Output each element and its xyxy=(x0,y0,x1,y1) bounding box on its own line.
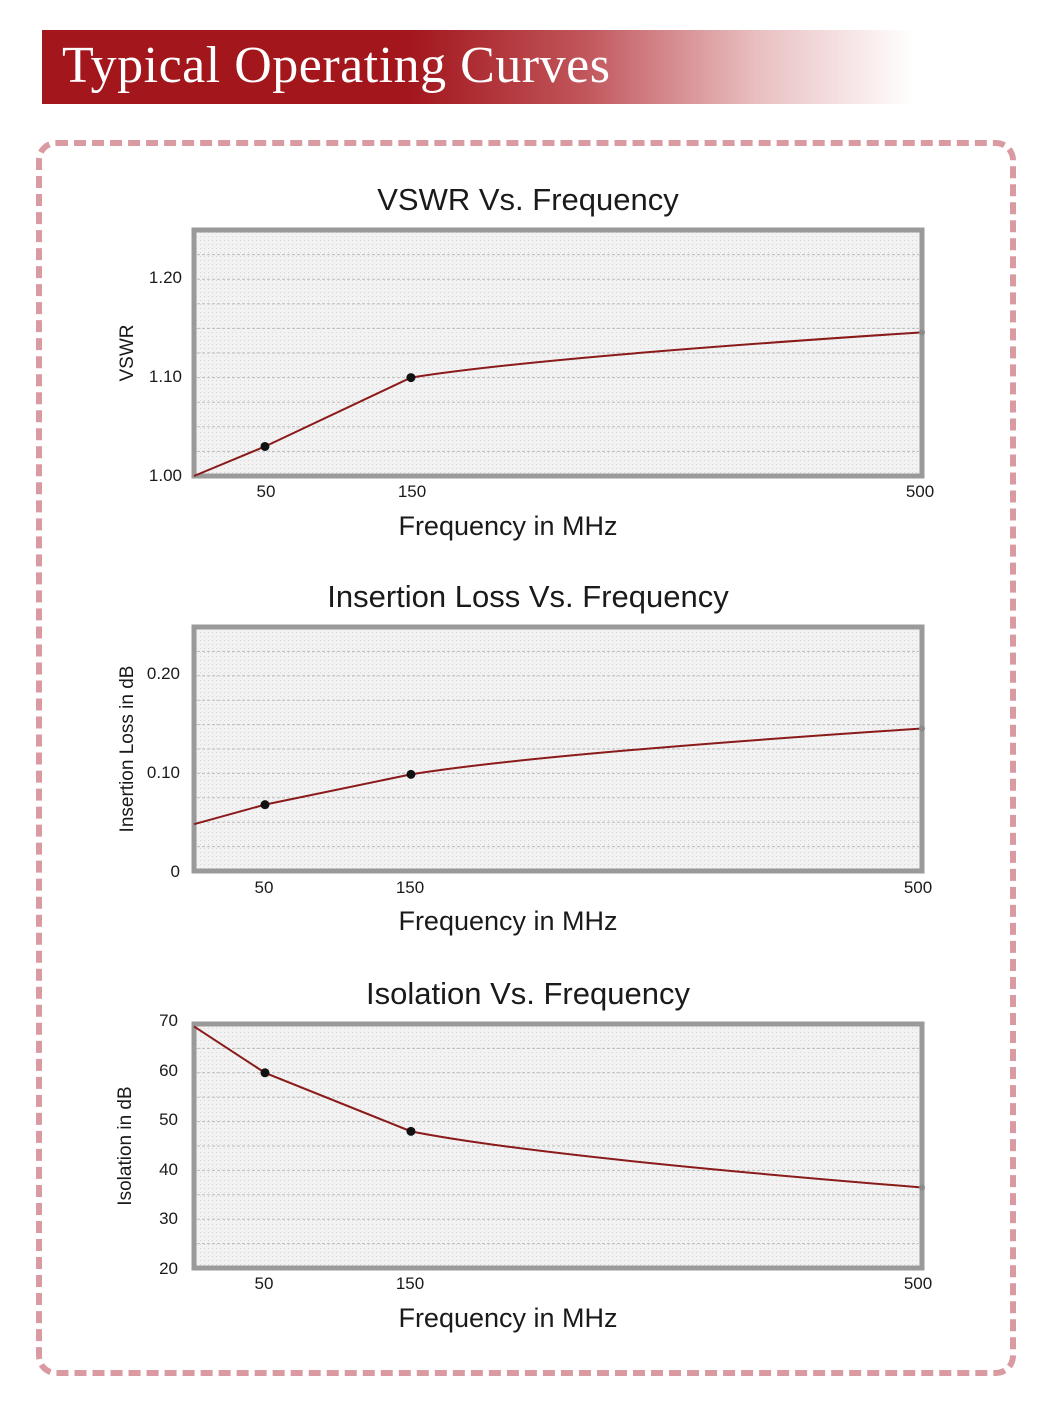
data-point xyxy=(406,1126,416,1136)
data-point xyxy=(260,1068,270,1078)
chart-1: VSWR Vs. Frequency 1.00 1.10 1.20 50 150 500 Fr… xyxy=(117,182,934,541)
series-line-1 xyxy=(193,727,923,826)
series-line-1 xyxy=(193,331,923,477)
data-point xyxy=(919,725,925,732)
x-tick-label: 50 xyxy=(255,1274,274,1293)
data-point xyxy=(260,800,270,810)
chart-2: Insertion Loss Vs. Frequency 0 0.10 0.20 50 1… xyxy=(117,579,932,936)
x-tick-label: 150 xyxy=(396,1274,424,1293)
y-tick-label: 60 xyxy=(159,1061,178,1080)
x-axis-label: Frequency in MHz xyxy=(398,1303,617,1333)
data-point xyxy=(406,373,416,383)
chart-title: Isolation Vs. Frequency xyxy=(366,976,690,1011)
data-point xyxy=(260,441,270,451)
y-tick-label: 20 xyxy=(159,1259,178,1278)
x-tick-label: 500 xyxy=(904,878,932,897)
chart-3: Isolation Vs. Frequency 20 30 40 50 60 70 50 150… xyxy=(115,976,932,1333)
y-tick-label: 1.00 xyxy=(149,466,182,485)
x-axis-label: Frequency in MHz xyxy=(398,511,617,541)
y-tick-label: 0.10 xyxy=(147,763,180,782)
data-point xyxy=(919,1184,925,1191)
y-tick-label: 50 xyxy=(159,1110,178,1129)
x-tick-label: 500 xyxy=(906,482,934,501)
y-axis-label: Insertion Loss in dB xyxy=(117,666,138,833)
y-tick-label: 1.10 xyxy=(149,367,182,386)
x-tick-label: 500 xyxy=(904,1274,932,1293)
x-axis-label: Frequency in MHz xyxy=(398,906,617,936)
chart-title: Insertion Loss Vs. Frequency xyxy=(327,579,729,614)
y-tick-label: 0 xyxy=(171,862,180,881)
y-axis-label: VSWR xyxy=(117,325,138,382)
series-line-1 xyxy=(193,1025,923,1189)
y-axis-label: Isolation in dB xyxy=(115,1086,136,1205)
x-tick-label: 150 xyxy=(396,878,424,897)
dashed-frame xyxy=(36,140,1016,1376)
x-tick-label: 50 xyxy=(257,482,276,501)
x-tick-label: 150 xyxy=(398,482,426,501)
y-tick-label: 40 xyxy=(159,1160,178,1179)
x-tick-label: 50 xyxy=(255,878,274,897)
data-point xyxy=(406,769,416,779)
y-tick-label: 0.20 xyxy=(147,664,180,683)
y-tick-label: 70 xyxy=(159,1011,178,1030)
chart-title: VSWR Vs. Frequency xyxy=(377,182,679,217)
page-title: Typical Operating Curves xyxy=(62,37,611,94)
y-tick-label: 1.20 xyxy=(149,268,182,287)
data-point xyxy=(919,329,925,336)
title-banner: Typical Operating Curves xyxy=(42,30,914,104)
y-tick-label: 30 xyxy=(159,1209,178,1228)
